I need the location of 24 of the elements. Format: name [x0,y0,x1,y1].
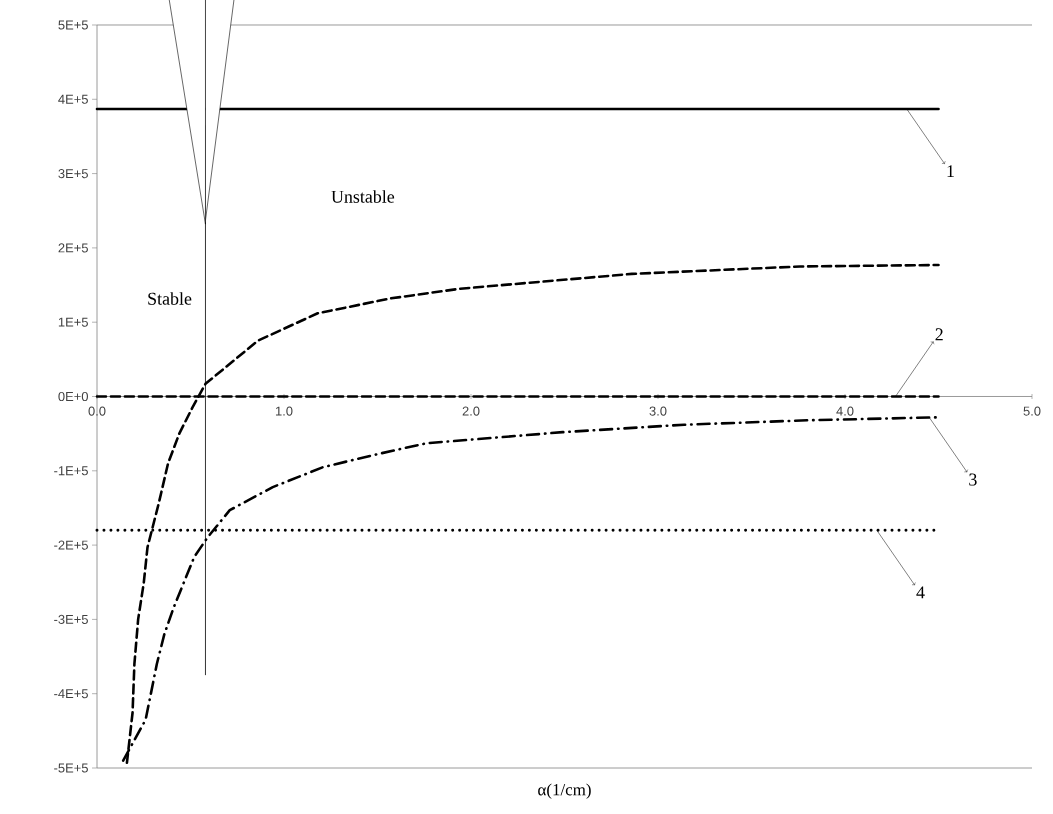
y-tick-label: 1E+5 [58,317,88,327]
y-tick-label: -2E+5 [54,540,88,550]
annotation: Stable [148,292,192,305]
y-tick-label: -3E+5 [54,614,88,624]
y-tick-label: 5E+5 [58,20,88,30]
x-tick-label: 2.0 [462,406,480,416]
y-tick-label: 3E+5 [58,169,88,179]
x-tick-label: 0.0 [88,406,106,416]
y-tick-label: -4E+5 [54,689,88,699]
y-tick-label: 2E+5 [58,243,88,253]
x-axis-title: α(1/cm) [538,783,591,799]
y-tick-label: 0E+0 [58,391,88,402]
x-tick-label: 5.0 [1023,406,1041,416]
annotation: 4 [916,586,925,599]
annotation: 1 [947,165,954,178]
y-tick-label: -1E+5 [54,466,88,476]
y-tick-label: 4E+5 [58,94,88,104]
annotation: 3 [969,473,977,486]
annotation: Unstable [331,190,395,203]
x-tick-label: 1.0 [275,406,293,416]
x-tick-label: 3.0 [649,406,667,416]
annotation: 2 [935,328,943,341]
x-tick-label: 4.0 [836,406,854,416]
y-tick-label: -5E+5 [54,763,88,773]
